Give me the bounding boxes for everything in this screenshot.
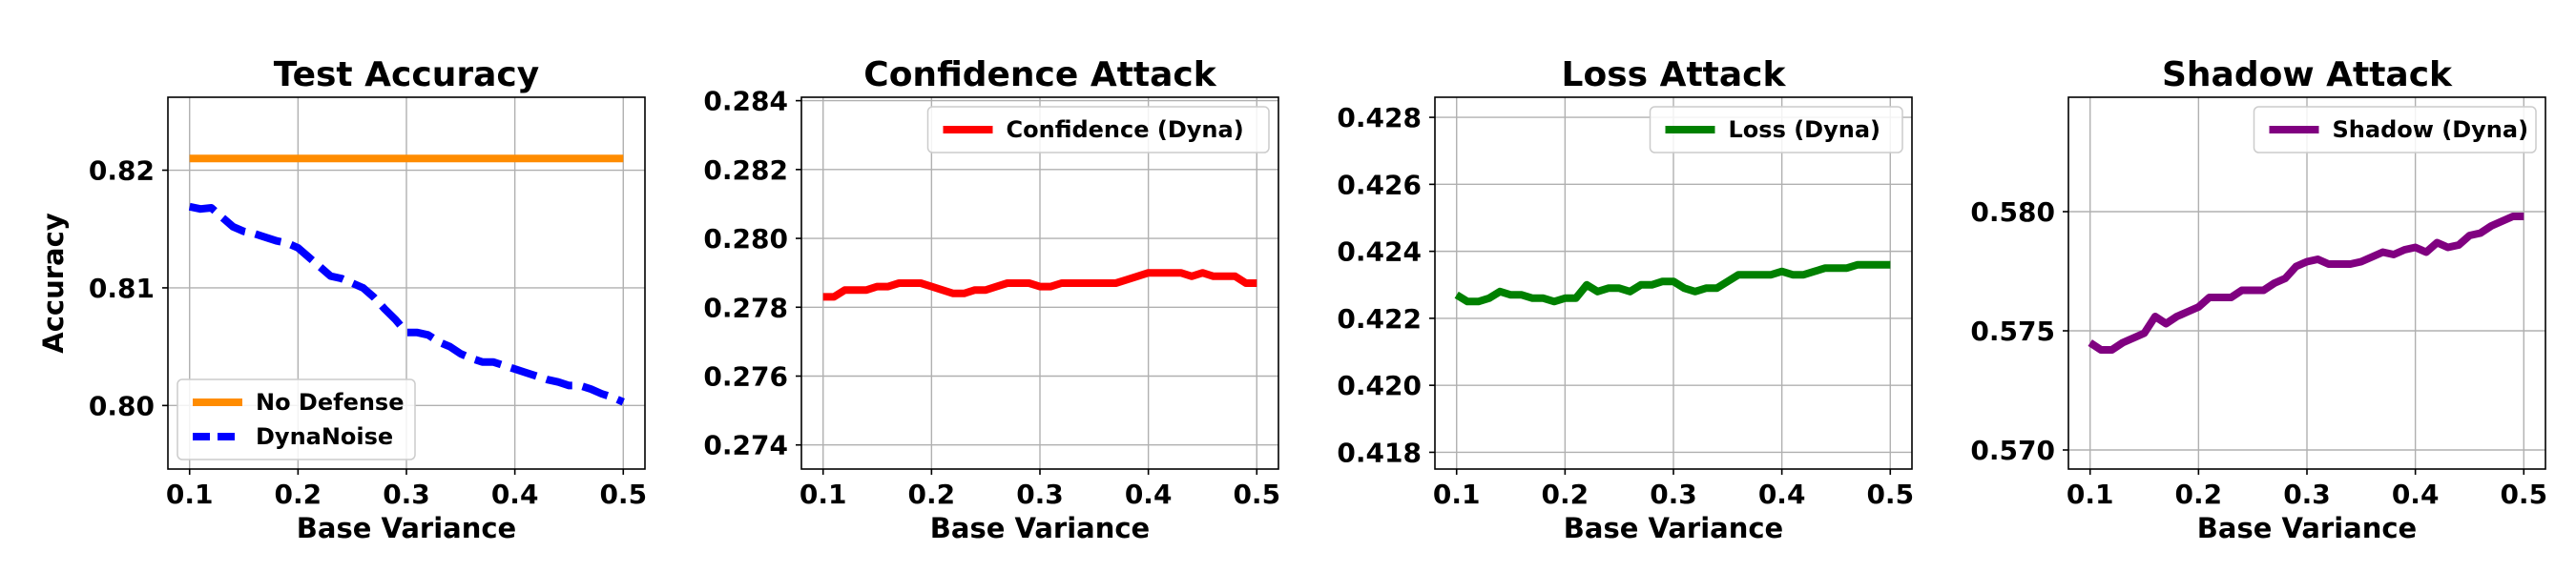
y-tick-label: 0.81 [89, 273, 155, 304]
x-tick-label: 0.5 [599, 479, 647, 510]
x-tick-label: 0.4 [2392, 479, 2440, 510]
x-tick-label: 0.2 [275, 479, 322, 510]
x-axis-label: Base Variance [297, 512, 516, 544]
series-line-shadow-dyna [2088, 213, 2524, 354]
legend-frame [2253, 106, 2537, 153]
chart-title: Confidence Attack [863, 55, 1216, 94]
x-tick-label: 0.5 [1233, 479, 1280, 510]
x-axis-label: Base Variance [930, 512, 1150, 544]
x-tick-label: 0.4 [1758, 479, 1806, 510]
x-tick-label: 0.5 [1866, 479, 1914, 510]
y-tick-label: 0.426 [1337, 169, 1422, 200]
panel-test-accuracy: 0.1 0.2 0.3 0.4 0.5 0.80 0.81 0.82 Test Accuracy… [37, 55, 647, 544]
x-axis-label: Base Variance [1564, 512, 1783, 544]
y-tick-label: 0.570 [1970, 435, 2055, 466]
legend-frame [926, 106, 1270, 153]
y-tick-label: 0.422 [1337, 303, 1422, 335]
series-line-loss-dyna [1454, 260, 1891, 306]
y-tick-label: 0.278 [703, 292, 788, 323]
legend: Shadow (Dyna) [2253, 106, 2537, 153]
panel-confidence-attack: 0.1 0.2 0.3 0.4 0.5 0.274 0.276 0.278 0.280 0.282… [703, 55, 1280, 544]
x-tick-label: 0.5 [2500, 479, 2547, 510]
series-line-dynanoise [188, 202, 625, 406]
legend-label-loss-dyna: Loss (Dyna) [1729, 116, 1881, 143]
legend: Confidence (Dyna) [926, 106, 1270, 153]
panel-shadow-attack: 0.1 0.2 0.3 0.4 0.5 0.570 0.575 0.580 Shadow Att… [1970, 55, 2547, 544]
x-tick-label: 0.2 [1542, 479, 1589, 510]
axes-frame [167, 96, 646, 470]
x-tick-label: 0.1 [1433, 479, 1481, 510]
legend-label-confidence-dyna: Confidence (Dyna) [1007, 116, 1244, 143]
y-tick-label: 0.418 [1337, 437, 1422, 468]
legend-label-no-defense: No Defense [256, 389, 405, 416]
x-tick-label: 0.1 [800, 479, 847, 510]
y-tick-label: 0.428 [1337, 102, 1422, 133]
x-tick-label: 0.2 [908, 479, 956, 510]
legend: Loss (Dyna) [1649, 106, 1903, 153]
chart-title: Shadow Attack [2162, 55, 2453, 94]
legend-frame [1649, 106, 1903, 153]
axes-frame [800, 96, 1279, 470]
x-tick-label: 0.2 [2175, 479, 2223, 510]
x-tick-label: 0.3 [383, 479, 430, 510]
y-tick-label: 0.274 [703, 430, 788, 461]
y-tick-label: 0.276 [703, 361, 788, 393]
y-tick-label: 0.580 [1970, 196, 2055, 228]
y-axis-label: Accuracy [37, 213, 70, 354]
y-tick-label: 0.80 [89, 390, 155, 421]
y-tick-label: 0.575 [1970, 316, 2055, 347]
y-tick-label: 0.284 [703, 86, 788, 117]
y-tick-label: 0.280 [703, 223, 788, 255]
y-tick-label: 0.82 [89, 155, 155, 187]
panel-loss-attack: 0.1 0.2 0.3 0.4 0.5 0.418 0.420 0.422 0.424 0.426… [1337, 55, 1914, 544]
x-tick-label: 0.4 [1125, 479, 1173, 510]
chart-title: Test Accuracy [274, 55, 539, 94]
x-tick-label: 0.3 [1016, 479, 1064, 510]
y-tick-label: 0.282 [703, 154, 788, 186]
legend-label-dynanoise: DynaNoise [256, 423, 393, 450]
axes-frame [2067, 96, 2546, 470]
x-tick-label: 0.4 [491, 479, 539, 510]
x-tick-label: 0.1 [166, 479, 214, 510]
y-tick-label: 0.420 [1337, 370, 1422, 401]
legend-label-shadow-dyna: Shadow (Dyna) [2333, 116, 2529, 143]
x-axis-label: Base Variance [2197, 512, 2417, 544]
axes-frame [1434, 96, 1913, 470]
x-tick-label: 0.3 [2283, 479, 2331, 510]
series-line-confidence-dyna [822, 269, 1257, 301]
x-tick-label: 0.1 [2067, 479, 2114, 510]
x-tick-label: 0.3 [1650, 479, 1697, 510]
y-tick-label: 0.424 [1337, 236, 1422, 268]
legend: No Defense DynaNoise [177, 378, 416, 460]
chart-title: Loss Attack [1562, 55, 1787, 94]
